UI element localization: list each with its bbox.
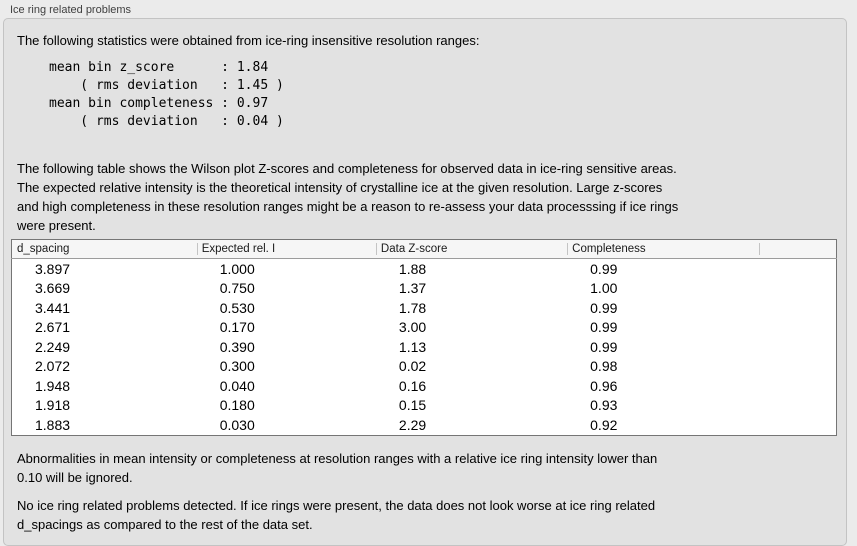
table-cell: 1.78 [398,299,427,316]
conclusion-text: No ice ring related problems detected. I… [17,497,656,532]
table-cell [759,298,836,318]
table-cell: 3.00 [398,319,427,336]
table-cell: 0.750 [219,280,255,297]
table-cell [759,259,836,279]
column-header-d-spacing[interactable]: d_spacing [11,239,197,259]
table-row[interactable]: 3.669 0.750 1.37 1.00 [12,279,837,299]
table-cell [759,357,836,377]
column-header-expected-rel-i[interactable]: Expected rel. I [196,239,376,259]
table-cell: 2.249 [35,338,71,355]
column-header-empty[interactable] [759,239,837,259]
table-cell: 0.99 [590,319,618,336]
table-cell: 3.441 [35,299,71,316]
table-cell: 0.98 [590,358,618,375]
table-cell: 0.15 [398,397,427,414]
table-cell: 2.671 [35,319,71,336]
table-cell [759,318,836,338]
table-cell: 0.16 [398,377,427,394]
stats-intro-text: The following statistics were obtained f… [17,33,480,48]
table-cell: 1.13 [398,338,427,355]
table-cell: 0.99 [590,299,618,316]
group-box-label: Ice ring related problems [10,4,132,16]
table-cell: 0.180 [219,397,255,414]
table-cell: 1.000 [219,260,255,277]
table-cell: 1.88 [398,260,427,277]
table-cell: 1.948 [35,377,71,394]
table-cell: 1.37 [398,280,427,297]
table-cell [759,279,836,299]
table-cell: 0.92 [590,416,618,433]
table-cell [759,396,836,416]
table-cell: 0.040 [219,377,255,394]
table-row[interactable]: 3.897 1.000 1.88 0.99 [12,259,837,279]
table-body: 3.897 1.000 1.88 0.99 3.669 0.750 1.37 1.00 3.44… [12,259,837,436]
table-cell: 0.030 [219,416,255,433]
table-cell: 1.883 [35,416,71,433]
table-cell: 0.93 [590,397,618,414]
table-row[interactable]: 2.072 0.300 0.02 0.98 [12,357,837,377]
table-cell: 0.99 [590,260,618,277]
stats-values-block: mean bin z_score : 1.84 ( rms deviation … [49,60,284,129]
column-header-data-z-score[interactable]: Data Z-score [375,239,568,259]
table-cell: 3.669 [35,280,71,297]
column-header-completeness[interactable]: Completeness [567,239,760,259]
table-cell [759,337,836,357]
table-row[interactable]: 3.441 0.530 1.78 0.99 [12,298,837,318]
ignore-threshold-note: Abnormalities in mean intensity or compl… [17,450,658,485]
table-cell: 0.300 [219,358,255,375]
table-cell: 0.390 [219,338,255,355]
table-row[interactable]: 2.671 0.170 3.00 0.99 [12,318,837,338]
table-header-row: d_spacing Expected rel. I Data Z-score Comp… [11,239,837,259]
table-row[interactable]: 1.918 0.180 0.15 0.93 [12,396,837,416]
table-cell: 0.02 [398,358,427,375]
table-cell: 2.072 [35,358,71,375]
table-cell: 0.96 [590,377,618,394]
table-row[interactable]: 1.948 0.040 0.16 0.96 [12,376,837,396]
table-cell [759,376,836,396]
ice-ring-group-box: The following statistics were obtained f… [3,18,847,546]
table-row[interactable]: 2.249 0.390 1.13 0.99 [12,337,837,357]
ice-ring-table[interactable]: d_spacing Expected rel. I Data Z-score Comp… [11,239,837,436]
table-cell [759,415,836,435]
table-description-text: The following table shows the Wilson plo… [17,161,679,233]
table-cell: 1.00 [590,280,618,297]
table-cell: 3.897 [35,260,71,277]
table-cell: 0.99 [590,338,618,355]
table-cell: 1.918 [35,397,71,414]
table-cell: 2.29 [398,416,427,433]
table-cell: 0.530 [219,299,255,316]
table-cell: 0.170 [219,319,255,336]
table-row[interactable]: 1.883 0.030 2.29 0.92 [12,415,837,435]
